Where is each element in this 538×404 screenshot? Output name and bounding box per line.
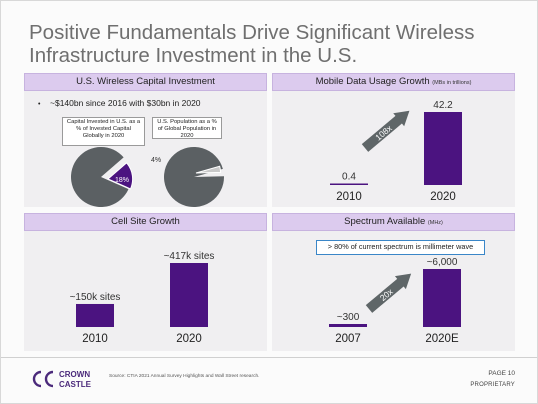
pie-value-label: 4% <box>151 157 161 164</box>
mobile-data-header-title: Mobile Data Usage Growth <box>315 76 430 87</box>
bullet-dot-icon: • <box>38 101 41 108</box>
pie2-caption: U.S. Population as a % of Global Populat… <box>152 117 222 139</box>
bar-value-label: 0.4 <box>342 172 356 183</box>
category-label: 2020 <box>176 333 202 345</box>
bar-2020 <box>170 263 208 327</box>
slide-title-line-2: Infrastructure Investment in the U.S. <box>29 44 358 67</box>
pie-slice-highlight <box>195 165 222 174</box>
capital-pie-chart: 18% <box>71 147 134 207</box>
pie-slice-remainder <box>71 147 129 207</box>
capital-investment-header: U.S. Wireless Capital Investment <box>24 73 267 91</box>
spectrum-header-unit: (MHz) <box>427 220 443 226</box>
mobile-data-bar-chart: 0.4 2010 42.2 2020 108x <box>330 100 462 203</box>
crown-castle-logo-icon <box>32 370 54 388</box>
spectrum-header: Spectrum Available (MHz) <box>272 213 515 231</box>
bar-2010 <box>330 183 368 185</box>
millimeter-wave-callout: > 80% of current spectrum is millimeter … <box>316 240 485 255</box>
slide-title: Positive Fundamentals Drive Significant … <box>29 21 519 67</box>
category-label: 2020E <box>425 333 459 345</box>
pie-slice-remainder <box>164 147 224 207</box>
category-label: 2020 <box>430 191 456 203</box>
logo-line-2: CASTLE <box>59 380 91 389</box>
cell-site-bar-chart: ~150k sites 2010 ~417k sites 2020 <box>70 251 215 345</box>
category-label: 2010 <box>82 333 108 345</box>
spectrum-bar-chart: ~300 2007 ~6,000 2020E 20x <box>329 257 461 345</box>
page-number: PAGE 10 <box>488 370 515 377</box>
cell-site-header: Cell Site Growth <box>24 213 267 231</box>
pie-value-label: 18% <box>115 177 129 184</box>
mobile-data-panel: Mobile Data Usage Growth (MBs in trillio… <box>272 73 515 207</box>
footer-divider <box>1 357 537 358</box>
population-pie-chart: 4% <box>151 147 224 207</box>
cell-site-panel: Cell Site Growth ~150k sites 2010 ~417k si… <box>24 213 267 351</box>
bar-2020 <box>424 112 462 185</box>
bar-2010 <box>76 303 114 327</box>
mobile-data-header: Mobile Data Usage Growth (MBs in trillio… <box>272 73 515 91</box>
capital-bullet-text: ~$140bn since 2016 with $30bn in 2020 <box>50 98 201 108</box>
logo-line-1: CROWN <box>59 370 91 379</box>
growth-arrow-108x: 108x <box>361 110 410 152</box>
bar-2020E <box>423 269 461 327</box>
bar-2007 <box>329 324 367 327</box>
pie-slice-highlight <box>107 162 134 190</box>
growth-arrow-shape <box>361 110 410 152</box>
bar-value-label: 42.2 <box>433 100 453 111</box>
bar-value-label: ~300 <box>337 312 360 323</box>
category-label: 2010 <box>336 191 362 203</box>
category-label: 2007 <box>335 333 361 345</box>
bar-value-label: ~6,000 <box>427 257 458 268</box>
spectrum-panel: Spectrum Available (MHz) > 80% of curren… <box>272 213 515 351</box>
spectrum-header-title: Spectrum Available <box>344 216 426 227</box>
proprietary-label: PROPRIETARY <box>470 382 515 388</box>
crown-castle-wordmark: CROWN CASTLE <box>59 370 91 390</box>
capital-bullet: • ~$140bn since 2016 with $30bn in 2020 <box>38 98 201 108</box>
growth-arrow-20x: 20x <box>365 273 412 313</box>
growth-arrow-shape <box>365 273 412 313</box>
capital-investment-panel: U.S. Wireless Capital Investment • ~$140b… <box>24 73 267 207</box>
bar-value-label: ~417k sites <box>164 251 215 262</box>
source-note: Source: CTIA 2021 Annual Survey Highligh… <box>109 374 260 379</box>
slide-title-line-1: Positive Fundamentals Drive Significant … <box>29 21 475 44</box>
pie1-caption: Capital Invested in U.S. as a % of Inves… <box>62 117 145 146</box>
bar-value-label: ~150k sites <box>70 292 121 303</box>
mobile-data-header-unit: (MBs in trillions) <box>432 80 472 86</box>
